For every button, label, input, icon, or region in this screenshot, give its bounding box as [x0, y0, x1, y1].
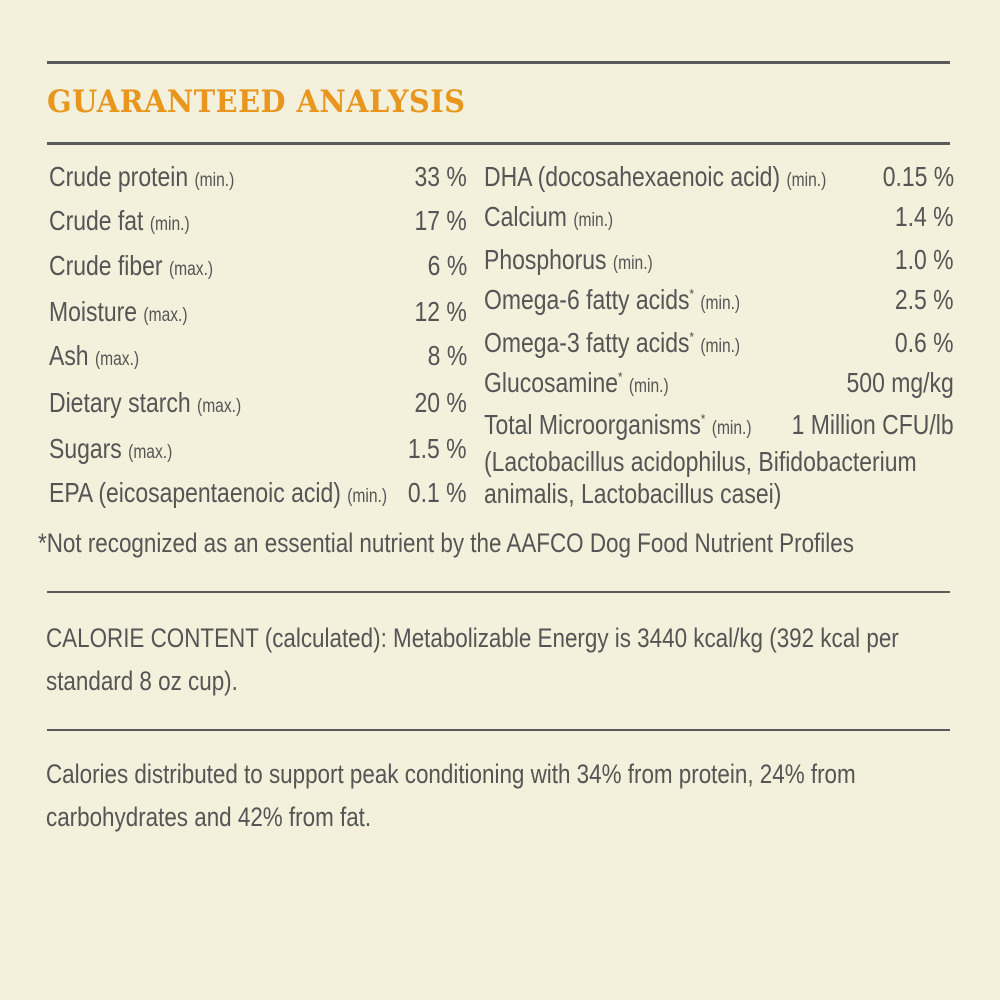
nutrient-name: Ash	[49, 340, 89, 371]
asterisk: *	[700, 410, 706, 427]
nutrient-value: 33 %	[414, 161, 467, 192]
nutrient-label: Omega-6 fatty acids* (min.)	[484, 284, 740, 316]
nutrient-value: 1 Million CFU/lb	[791, 409, 954, 440]
nutrient-row: DHA (docosahexaenoic acid) (min.) 0.15 %	[484, 161, 954, 195]
nutrient-row: Sugars (max.) 1.5 %	[49, 433, 467, 467]
nutrient-label: Crude fat (min.)	[49, 205, 190, 237]
page-title: GUARANTEED ANALYSIS	[47, 84, 466, 120]
nutrient-name: Dietary starch	[49, 387, 191, 418]
nutrient-row: Ash (max.) 8 %	[49, 340, 467, 374]
nutrient-row: Calcium (min.) 1.4 %	[484, 201, 954, 235]
calorie-content: CALORIE CONTENT (calculated): Metaboliza…	[46, 623, 899, 696]
nutrient-value: 1.5 %	[408, 433, 467, 464]
nutrient-name: DHA (docosahexaenoic acid)	[484, 161, 781, 192]
asterisk: *	[617, 368, 623, 385]
nutrient-value: 0.6 %	[895, 327, 954, 358]
nutrient-name: Calcium	[484, 201, 567, 232]
nutrient-label: DHA (docosahexaenoic acid) (min.)	[484, 161, 826, 193]
top-divider	[47, 61, 950, 64]
calorie-distribution: Calories distributed to support peak con…	[46, 759, 856, 832]
divider	[47, 729, 950, 731]
nutrient-qualifier: (min.)	[700, 336, 741, 357]
nutrient-qualifier: (max.)	[128, 442, 173, 463]
nutrient-name: Crude protein	[49, 161, 189, 192]
nutrient-label: Crude fiber (max.)	[49, 250, 213, 282]
nutrient-value: 1.4 %	[895, 201, 954, 232]
nutrient-qualifier: (min.)	[573, 210, 614, 231]
nutrient-row: Omega-6 fatty acids* (min.) 2.5 %	[484, 284, 954, 318]
nutrient-name: Total Microorganisms	[484, 409, 701, 440]
nutrient-row: Phosphorus (min.) 1.0 %	[484, 244, 954, 278]
nutrient-row: Dietary starch (max.) 20 %	[49, 387, 467, 421]
nutrient-name: Omega-6 fatty acids	[484, 284, 690, 315]
nutrient-qualifier: (max.)	[143, 305, 188, 326]
nutrient-qualifier: (min.)	[711, 418, 752, 439]
nutrient-qualifier: (max.)	[94, 349, 140, 370]
nutrient-value: 20 %	[414, 387, 467, 418]
nutrient-row: Moisture (max.) 12 %	[49, 296, 467, 330]
nutrient-row: Crude protein (min.) 33 %	[49, 161, 467, 195]
nutrient-value: 6 %	[427, 250, 467, 281]
nutrient-name: Omega-3 fatty acids	[484, 327, 690, 358]
nutrient-row: Crude fat (min.) 17 %	[49, 205, 467, 239]
nutrient-qualifier: (min.)	[612, 253, 653, 274]
nutrient-value: 500 mg/kg	[846, 367, 954, 398]
nutrient-qualifier: (max.)	[197, 396, 242, 417]
microorganisms-detail-line-2: animalis, Lactobacillus casei)	[484, 478, 782, 509]
nutrient-label: Glucosamine* (min.)	[484, 367, 669, 399]
nutrient-value: 12 %	[414, 296, 467, 327]
nutrient-name: Moisture	[49, 296, 138, 327]
nutrient-label: Crude protein (min.)	[49, 161, 234, 193]
nutrient-name: Crude fat	[49, 205, 144, 236]
nutrient-row: Glucosamine* (min.) 500 mg/kg	[484, 367, 954, 401]
nutrient-row: Omega-3 fatty acids* (min.) 0.6 %	[484, 327, 954, 361]
nutrient-qualifier: (min.)	[347, 486, 388, 507]
nutrient-name: EPA (eicosapentaenoic acid)	[49, 477, 341, 508]
nutrient-label: Ash (max.)	[49, 340, 139, 372]
nutrient-label: Sugars (max.)	[49, 433, 172, 465]
nutrient-name: Glucosamine	[484, 367, 618, 398]
title-divider	[47, 142, 950, 145]
nutrient-row: Total Microorganisms* (min.) 1 Million CF…	[484, 409, 954, 443]
nutrient-qualifier: (min.)	[700, 293, 741, 314]
nutrient-label: EPA (eicosapentaenoic acid) (min.)	[49, 477, 387, 509]
footnote: *Not recognized as an essential nutrient…	[38, 528, 854, 558]
asterisk: *	[689, 328, 694, 345]
nutrient-qualifier: (min.)	[149, 214, 190, 235]
nutrient-qualifier: (min.)	[786, 170, 827, 191]
nutrient-name: Sugars	[49, 433, 122, 464]
nutrient-label: Moisture (max.)	[49, 296, 188, 328]
nutrient-value: 8 %	[427, 340, 467, 371]
nutrient-label: Dietary starch (max.)	[49, 387, 241, 419]
nutrient-qualifier: (min.)	[194, 170, 235, 191]
divider	[47, 591, 950, 593]
nutrient-value: 2.5 %	[895, 284, 954, 315]
nutrient-row: Crude fiber (max.) 6 %	[49, 250, 467, 284]
nutrient-name: Crude fiber	[49, 250, 163, 281]
nutrient-qualifier: (min.)	[628, 376, 669, 397]
nutrient-label: Calcium (min.)	[484, 201, 613, 233]
nutrient-value: 0.15 %	[882, 161, 954, 192]
microorganisms-detail-line-1: (Lactobacillus acidophilus, Bifidobacter…	[484, 446, 917, 477]
nutrient-label: Total Microorganisms* (min.)	[484, 409, 752, 441]
nutrient-row: EPA (eicosapentaenoic acid) (min.) 0.1 %	[49, 477, 467, 511]
nutrient-qualifier: (max.)	[168, 259, 214, 280]
nutrient-value: 0.1 %	[408, 477, 467, 508]
nutrient-label: Phosphorus (min.)	[484, 244, 653, 276]
nutrient-label: Omega-3 fatty acids* (min.)	[484, 327, 740, 359]
nutrient-name: Phosphorus	[484, 244, 607, 275]
nutrient-value: 17 %	[414, 205, 467, 236]
nutrient-value: 1.0 %	[895, 244, 954, 275]
asterisk: *	[689, 285, 694, 302]
